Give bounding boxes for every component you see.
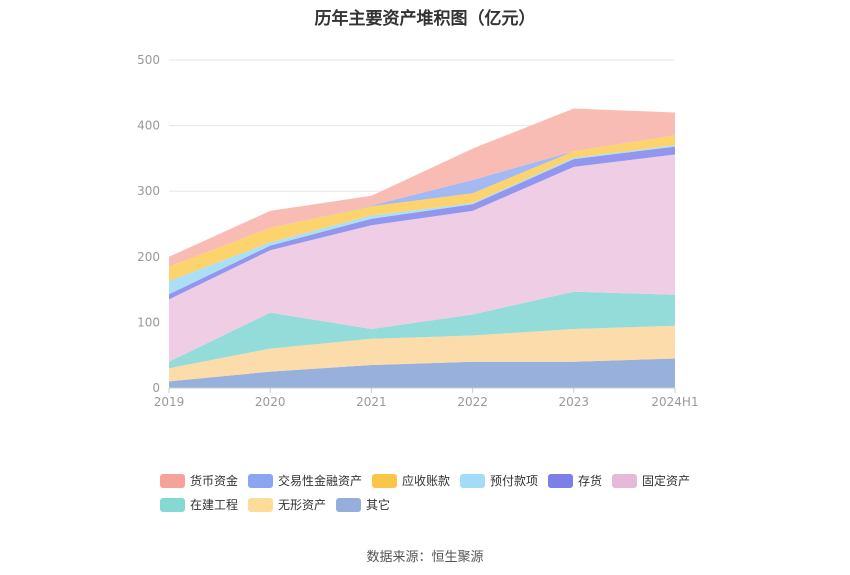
y-tick-label: 400 [137,119,160,133]
legend-item-prepayments[interactable]: 预付款项 [460,472,538,489]
legend-swatch [248,497,273,512]
area-无形资产[interactable] [169,325,675,382]
legend-item-construction-in-progress[interactable]: 在建工程 [160,496,238,513]
legend-swatch [460,473,485,488]
chart-title: 历年主要资产堆积图（亿元） [314,9,536,29]
y-tick-label: 0 [152,381,160,395]
y-tick-label: 100 [137,315,160,329]
legend-label: 交易性金融资产 [278,474,363,488]
legend-swatch [336,497,361,512]
y-tick-label: 200 [137,250,160,264]
legend-item-inventory[interactable]: 存货 [548,472,602,489]
legend-swatch [612,473,637,488]
area-在建工程[interactable] [169,291,675,369]
legend-item-accounts-receivable[interactable]: 应收账款 [372,472,450,489]
area-货币资金[interactable] [169,108,675,267]
legend-label: 其它 [366,498,391,512]
legend-label: 存货 [578,474,603,488]
legend-swatch [548,473,573,488]
x-tick-label: 2023 [559,395,590,409]
legend-swatch [160,473,185,488]
legend-item-intangible-assets[interactable]: 无形资产 [248,496,326,513]
legend-label: 应收账款 [402,474,451,488]
legend-item-other[interactable]: 其它 [336,496,390,513]
legend-item-fixed-assets[interactable]: 固定资产 [612,472,690,489]
legend-label: 预付款项 [490,474,539,488]
area-固定资产[interactable] [169,154,675,362]
x-tick-label: 2019 [154,395,185,409]
legend-label: 货币资金 [190,474,239,488]
data-source: 数据来源：恒生聚源 [366,550,484,565]
legend-label: 固定资产 [642,474,691,488]
x-tick-label: 2021 [356,395,387,409]
legend-swatch [248,473,273,488]
area-series [169,108,675,389]
legend-swatch [372,473,397,488]
legend-label: 在建工程 [190,498,239,512]
x-tick-label: 2020 [255,395,286,409]
area-应收账款[interactable] [169,135,675,282]
legend-item-trading-financial-assets[interactable]: 交易性金融资产 [248,472,362,489]
area-其它[interactable] [169,358,675,389]
x-tick-label: 2024H1 [651,395,698,409]
y-tick-label: 500 [137,53,160,67]
axes: 0 100 200 300 400 500 2019 2020 2021 2022 2023 2024… [137,53,699,409]
legend-item-cash[interactable]: 货币资金 [160,472,238,489]
x-tick-label: 2022 [457,395,488,409]
legend-swatch [160,497,185,512]
y-tick-label: 300 [137,184,160,198]
legend-label: 无形资产 [278,498,327,512]
